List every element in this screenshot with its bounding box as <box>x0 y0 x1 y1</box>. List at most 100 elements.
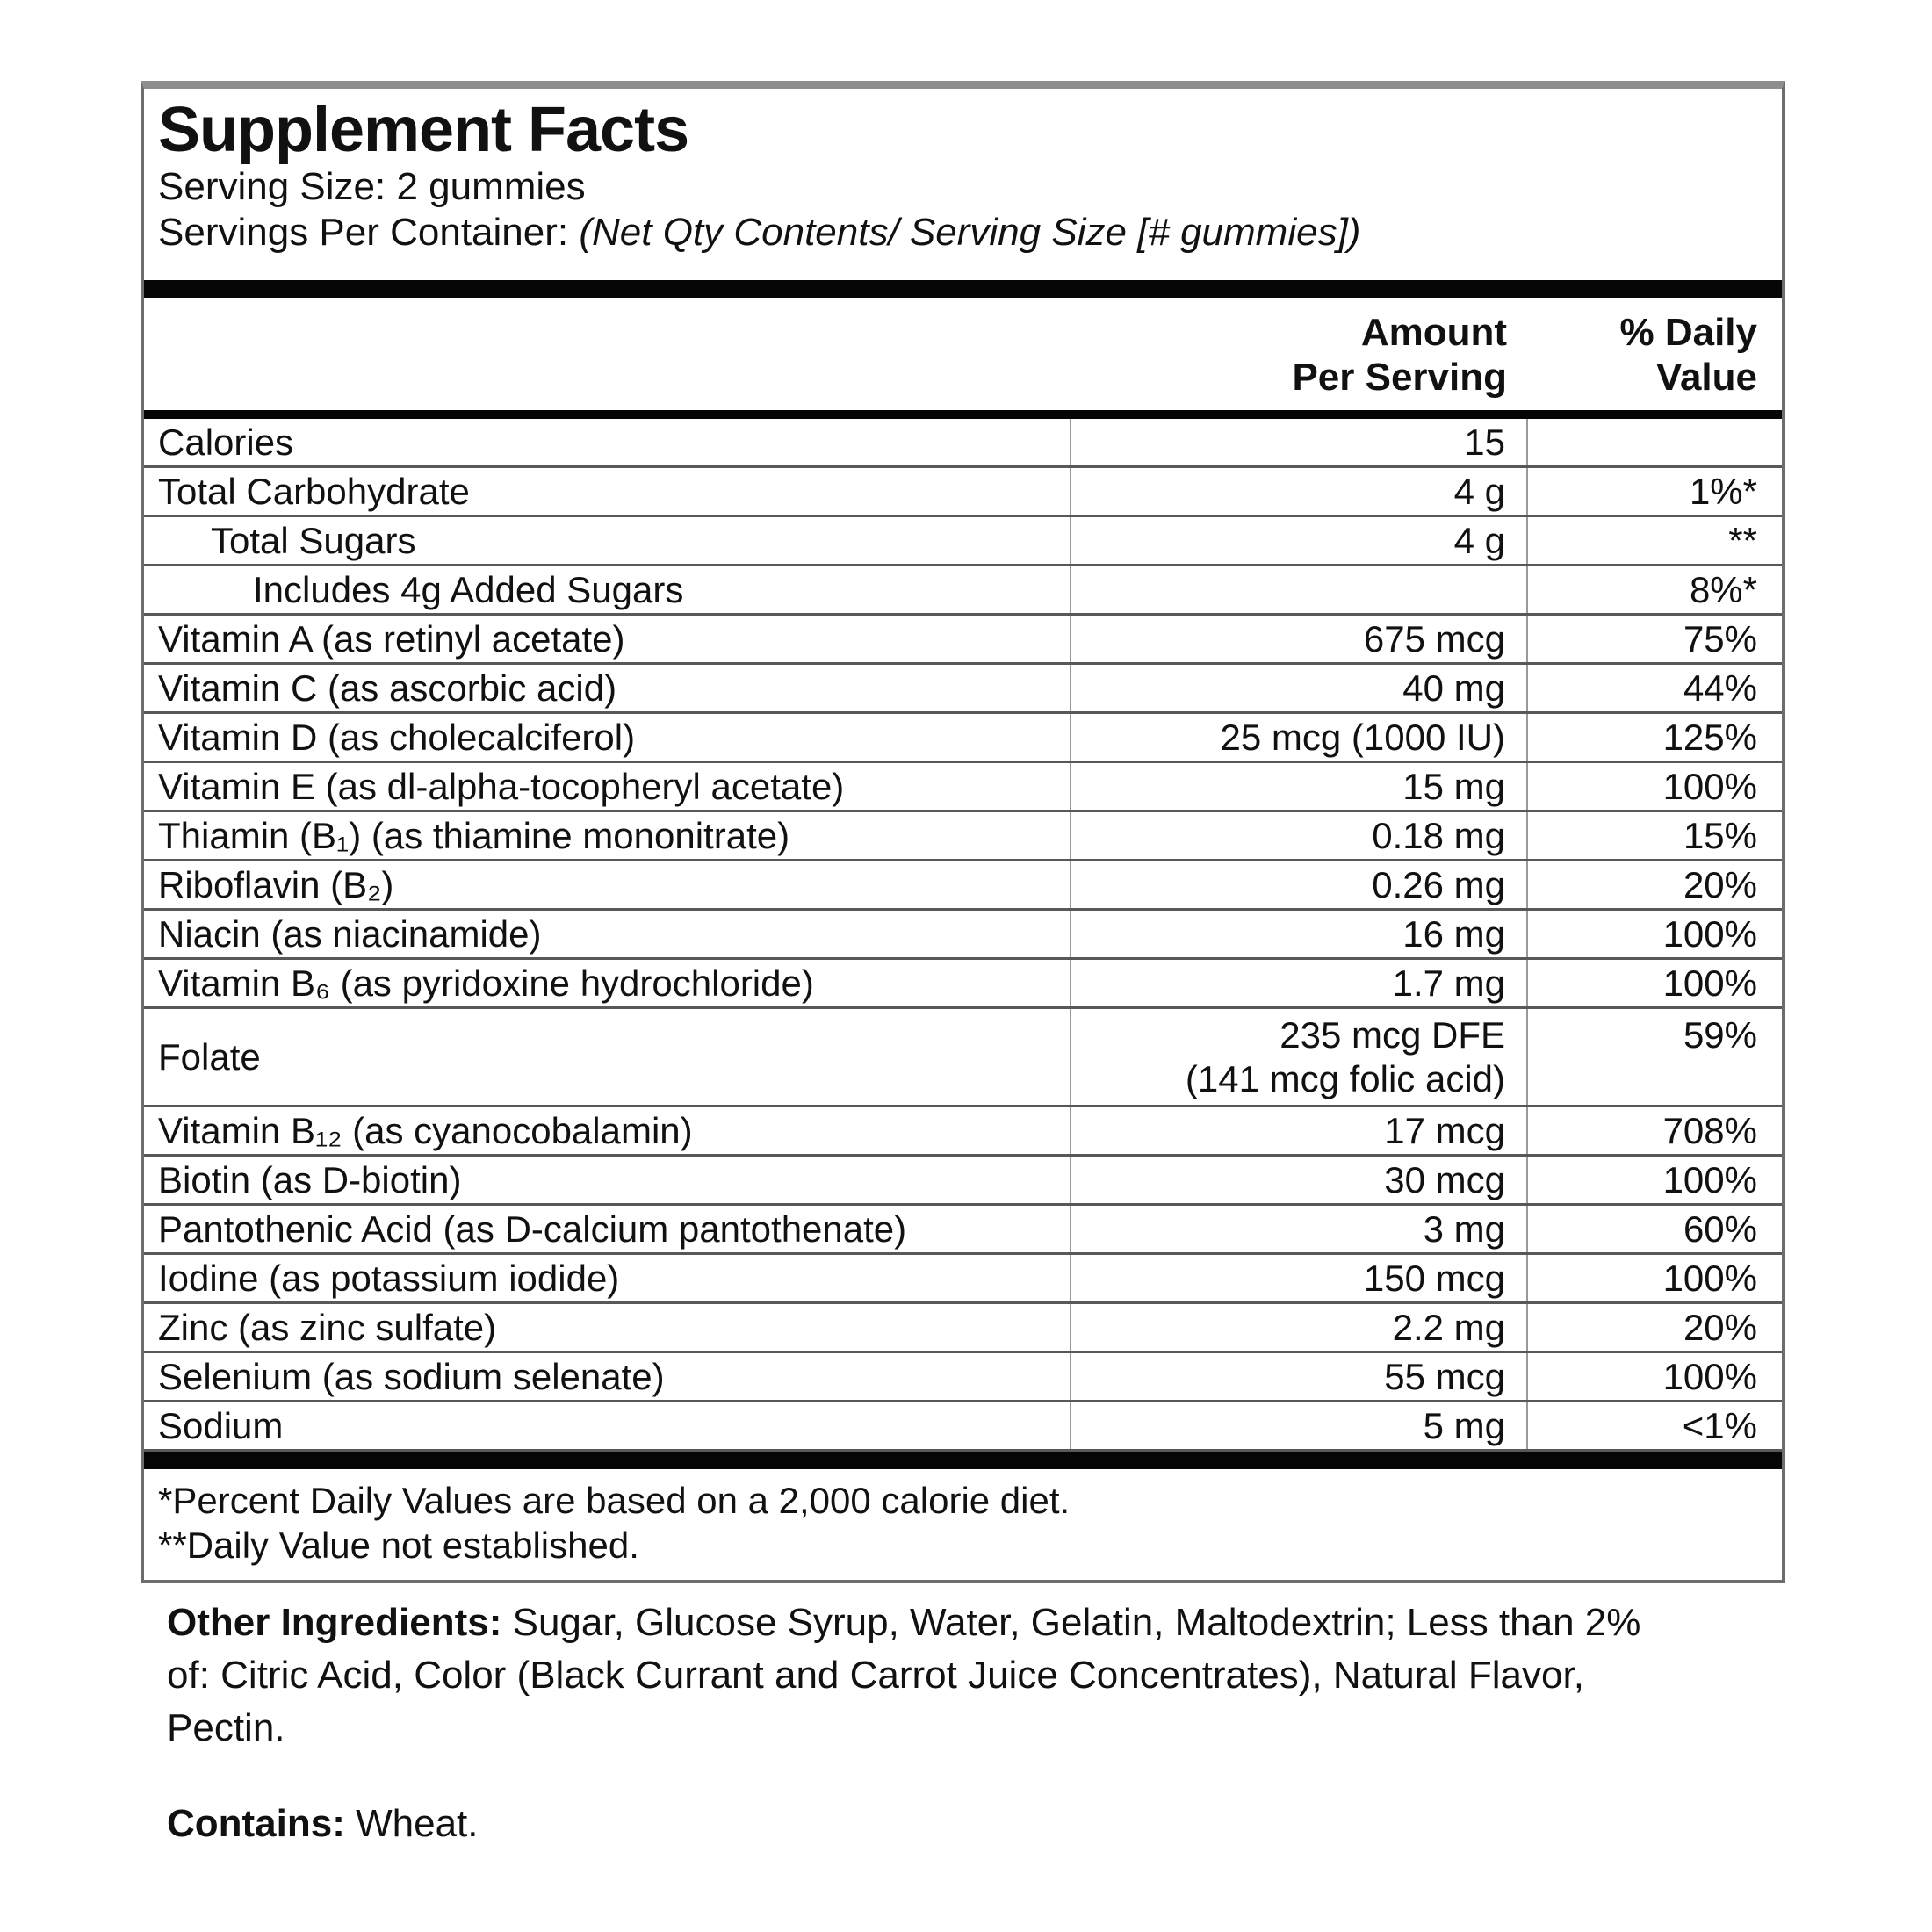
header-percent-daily-value: % Daily Value <box>1528 310 1782 400</box>
servings-per-container-note: (Net Qty Contents/ Serving Size [# gummi… <box>579 211 1361 254</box>
nutrient-row-niacin: Niacin (as niacinamide) 16 mg 100% <box>144 911 1782 960</box>
nutrient-name: Includes 4g Added Sugars <box>144 566 1071 613</box>
nutrient-dv: 100% <box>1662 962 1757 1004</box>
nutrient-dv: 20% <box>1683 1306 1757 1348</box>
nutrient-row-sodium: Sodium 5 mg <1% <box>144 1402 1782 1452</box>
nutrient-name: Vitamin D (as cholecalciferol) <box>144 714 1071 761</box>
spacer <box>158 256 1768 280</box>
nutrient-row-pantothenic-acid: Pantothenic Acid (as D-calcium pantothen… <box>144 1206 1782 1255</box>
nutrient-name: Selenium (as sodium selenate) <box>144 1353 1071 1400</box>
nutrient-amount-line1: 235 mcg DFE <box>1280 1013 1505 1056</box>
nutrient-dv: 100% <box>1662 765 1757 807</box>
other-ingredients-text: Sugar, Glucose Syrup, Water, Gelatin, Ma… <box>167 1601 1641 1749</box>
nutrient-amount: 235 mcg DFE (141 mcg folic acid) <box>1071 1009 1528 1105</box>
nutrient-name: Sodium <box>144 1402 1071 1449</box>
nutrient-amount: 4 g <box>1071 468 1528 515</box>
nutrient-name: Total Sugars <box>144 517 1071 564</box>
nutrient-dv: 125% <box>1662 716 1757 758</box>
nutrient-name: Vitamin B₁₂ (as cyanocobalamin) <box>144 1107 1071 1154</box>
nutrient-dv: 100% <box>1662 912 1757 955</box>
divider-bar-top <box>144 280 1782 298</box>
nutrient-row-biotin: Biotin (as D-biotin) 30 mcg 100% <box>144 1157 1782 1206</box>
panel-title: Supplement Facts <box>158 95 689 165</box>
nutrient-amount: 3 mg <box>1071 1206 1528 1252</box>
nutrient-amount: 40 mg <box>1071 665 1528 711</box>
nutrient-dv: 8%* <box>1689 568 1757 610</box>
header-amount-line1: Amount <box>1360 311 1507 354</box>
nutrient-row-vitamin-b12: Vitamin B₁₂ (as cyanocobalamin) 17 mcg 7… <box>144 1107 1782 1157</box>
footnote-daily-values: *Percent Daily Values are based on a 2,0… <box>158 1480 1071 1521</box>
nutrient-amount: 675 mcg <box>1071 616 1528 662</box>
nutrient-name: Niacin (as niacinamide) <box>144 911 1071 957</box>
nutrient-amount: 55 mcg <box>1071 1353 1528 1400</box>
divider-bar-header <box>144 410 1782 419</box>
nutrient-amount: 15 <box>1071 419 1528 465</box>
nutrient-name: Vitamin A (as retinyl acetate) <box>144 616 1071 662</box>
nutrient-name: Total Carbohydrate <box>144 468 1071 515</box>
nutrient-name: Zinc (as zinc sulfate) <box>144 1304 1071 1351</box>
nutrient-row-iodine: Iodine (as potassium iodide) 150 mcg 100… <box>144 1255 1782 1304</box>
table-header-row: Amount Per Serving % Daily Value <box>144 298 1782 410</box>
nutrient-name: Biotin (as D-biotin) <box>144 1157 1071 1203</box>
nutrient-amount: 30 mcg <box>1071 1157 1528 1203</box>
contains-label: Contains: <box>167 1802 345 1845</box>
nutrient-row-vitamin-d: Vitamin D (as cholecalciferol) 25 mcg (1… <box>144 714 1782 763</box>
nutrient-name: Vitamin C (as ascorbic acid) <box>144 665 1071 711</box>
footnote-not-established: **Daily Value not established. <box>158 1525 639 1566</box>
nutrient-amount: 2.2 mg <box>1071 1304 1528 1351</box>
nutrient-row-riboflavin: Riboflavin (B₂) 0.26 mg 20% <box>144 861 1782 911</box>
nutrient-name: Thiamin (B₁) (as thiamine mononitrate) <box>144 812 1071 859</box>
nutrient-amount: 17 mcg <box>1071 1107 1528 1154</box>
nutrient-row-zinc: Zinc (as zinc sulfate) 2.2 mg 20% <box>144 1304 1782 1353</box>
servings-per-container-line: Servings Per Container: (Net Qty Content… <box>158 210 1768 256</box>
nutrient-row-thiamin: Thiamin (B₁) (as thiamine mononitrate) 0… <box>144 812 1782 861</box>
nutrient-name: Riboflavin (B₂) <box>144 861 1071 908</box>
nutrient-amount: 150 mcg <box>1071 1255 1528 1301</box>
contains-statement: Contains: Wheat. <box>167 1800 479 1848</box>
header-dv-line2: Value <box>1656 356 1757 399</box>
header-empty-cell <box>144 310 1071 400</box>
nutrient-row-calories: Calories 15 <box>144 419 1782 468</box>
serving-size-line: Serving Size: 2 gummies <box>158 165 586 208</box>
other-ingredients-paragraph: Other Ingredients: Sugar, Glucose Syrup,… <box>167 1597 1651 1755</box>
nutrient-dv <box>1528 419 1782 465</box>
servings-per-container-prefix: Servings Per Container: <box>158 211 580 254</box>
panel-header: Supplement Facts Serving Size: 2 gummies… <box>144 89 1782 280</box>
nutrient-name: Iodine (as potassium iodide) <box>144 1255 1071 1301</box>
nutrient-amount: 0.26 mg <box>1071 861 1528 908</box>
nutrient-dv: 100% <box>1662 1158 1757 1200</box>
nutrient-dv: 1%* <box>1689 470 1757 512</box>
nutrient-amount: 0.18 mg <box>1071 812 1528 859</box>
nutrient-row-selenium: Selenium (as sodium selenate) 55 mcg 100… <box>144 1353 1782 1402</box>
header-amount-per-serving: Amount Per Serving <box>1071 310 1528 400</box>
nutrient-dv: 75% <box>1683 617 1757 660</box>
nutrient-row-folate: Folate 235 mcg DFE (141 mcg folic acid) … <box>144 1009 1782 1107</box>
nutrient-dv: 15% <box>1683 814 1757 856</box>
nutrient-amount-line2: (141 mcg folic acid) <box>1185 1057 1505 1099</box>
supplement-facts-panel: Supplement Facts Serving Size: 2 gummies… <box>141 81 1785 1583</box>
nutrient-dv: 708% <box>1662 1109 1757 1151</box>
divider-bar-bottom <box>144 1452 1782 1469</box>
nutrient-name: Calories <box>144 419 1071 465</box>
nutrient-dv: 60% <box>1683 1208 1757 1250</box>
nutrient-row-vitamin-c: Vitamin C (as ascorbic acid) 40 mg 44% <box>144 665 1782 714</box>
nutrient-dv: <1% <box>1682 1404 1757 1446</box>
nutrient-amount: 5 mg <box>1071 1402 1528 1449</box>
nutrient-amount: 4 g <box>1071 517 1528 564</box>
nutrient-table: Calories 15 Total Carbohydrate 4 g 1%* T… <box>144 419 1782 1452</box>
nutrient-name: Vitamin B₆ (as pyridoxine hydrochloride) <box>144 960 1071 1006</box>
nutrient-row-total-sugars: Total Sugars 4 g ** <box>144 517 1782 566</box>
nutrient-amount: 16 mg <box>1071 911 1528 957</box>
nutrient-row-total-carbohydrate: Total Carbohydrate 4 g 1%* <box>144 468 1782 517</box>
nutrient-dv: 44% <box>1683 667 1757 709</box>
nutrient-dv: 59% <box>1683 1014 1757 1056</box>
nutrient-row-vitamin-a: Vitamin A (as retinyl acetate) 675 mcg 7… <box>144 616 1782 665</box>
nutrient-name: Vitamin E (as dl-alpha-tocopheryl acetat… <box>144 763 1071 810</box>
nutrient-dv: 20% <box>1683 863 1757 905</box>
contains-text: Wheat. <box>344 1802 479 1845</box>
nutrient-amount <box>1071 566 1528 613</box>
nutrient-row-vitamin-e: Vitamin E (as dl-alpha-tocopheryl acetat… <box>144 763 1782 812</box>
footnotes-section: *Percent Daily Values are based on a 2,0… <box>144 1469 1782 1580</box>
nutrient-name: Folate <box>144 1009 1071 1105</box>
other-ingredients-label: Other Ingredients: <box>167 1601 502 1644</box>
